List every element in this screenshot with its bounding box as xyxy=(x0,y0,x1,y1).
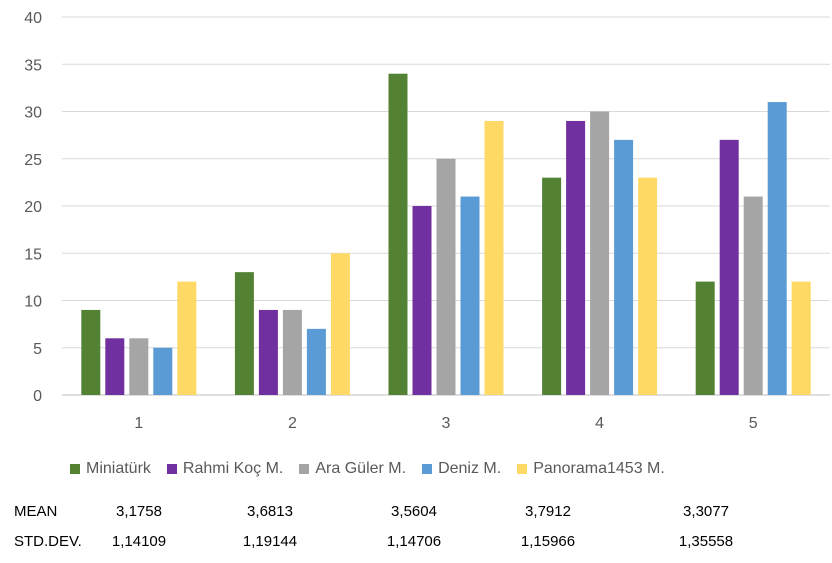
mean-label: MEAN xyxy=(14,503,58,520)
bar xyxy=(638,177,658,395)
legend-swatch xyxy=(517,464,528,474)
legend-label: Miniatürk xyxy=(86,460,151,477)
y-tick-label: 20 xyxy=(24,199,42,216)
legend: Miniatürk Rahmi Koç M. Ara Güler M. Deni… xyxy=(70,460,681,478)
bar xyxy=(791,281,811,395)
x-tick-label: 2 xyxy=(288,415,297,432)
bar xyxy=(695,281,715,395)
mean-value: 3,5604 xyxy=(391,503,437,520)
bar xyxy=(234,272,254,395)
y-tick-label: 30 xyxy=(24,105,42,122)
bar xyxy=(177,281,197,395)
stats-table: MEAN 3,1758 3,6813 3,5604 3,7912 3,3077 … xyxy=(0,503,832,563)
x-tick-label: 5 xyxy=(749,415,758,432)
std-dev-row: STD.DEV. 1,14109 1,19144 1,14706 1,15966… xyxy=(0,533,832,563)
mean-row: MEAN 3,1758 3,6813 3,5604 3,7912 3,3077 xyxy=(0,503,832,533)
legend-swatch xyxy=(299,464,310,474)
bar xyxy=(282,309,302,395)
legend-item-ara-guler: Ara Güler M. xyxy=(299,460,406,478)
legend-label: Ara Güler M. xyxy=(315,460,407,477)
legend-swatch xyxy=(166,464,177,474)
bar xyxy=(460,196,480,395)
std-dev-value: 1,19144 xyxy=(242,533,298,550)
bar xyxy=(330,253,350,395)
legend-item-rahmi-koc: Rahmi Koç M. xyxy=(166,460,284,478)
bar xyxy=(306,328,326,395)
bar xyxy=(412,206,432,395)
legend-swatch xyxy=(70,464,80,474)
bar xyxy=(743,196,763,395)
bar xyxy=(129,338,149,395)
legend-label: Panorama1453 M. xyxy=(533,460,665,477)
bar xyxy=(542,177,562,395)
y-tick-label: 10 xyxy=(24,294,42,311)
mean-value: 3,6813 xyxy=(247,503,293,520)
legend-label: Rahmi Koç M. xyxy=(182,460,284,477)
bar xyxy=(590,111,610,395)
bar xyxy=(436,158,456,395)
legend-item-deniz: Deniz M. xyxy=(422,460,501,478)
legend-item-miniaturk: Miniatürk xyxy=(70,460,151,478)
y-tick-label: 15 xyxy=(24,246,42,263)
bar xyxy=(614,139,634,395)
y-tick-label: 5 xyxy=(33,341,42,358)
legend-swatch xyxy=(422,464,433,474)
y-tick-label: 35 xyxy=(24,57,42,74)
std-dev-value: 1,15966 xyxy=(520,533,576,550)
bar xyxy=(258,309,278,395)
y-tick-label: 0 xyxy=(33,388,42,405)
std-dev-label: STD.DEV. xyxy=(14,533,82,550)
y-tick-label: 25 xyxy=(24,152,42,169)
x-tick-label: 3 xyxy=(442,415,451,432)
bar-chart: 0 5 10 15 20 25 30 35 40 1 2 3 4 5 xyxy=(24,10,830,432)
bar xyxy=(719,139,739,395)
bar xyxy=(484,120,504,395)
bar xyxy=(153,347,173,395)
bar xyxy=(81,309,101,395)
x-tick-label: 1 xyxy=(134,415,143,432)
mean-value: 3,7912 xyxy=(525,503,571,520)
std-dev-value: 1,35558 xyxy=(678,533,734,550)
bar xyxy=(105,338,125,395)
mean-value: 3,1758 xyxy=(116,503,162,520)
bar xyxy=(566,120,586,395)
legend-label: Deniz M. xyxy=(438,460,502,477)
std-dev-value: 1,14706 xyxy=(386,533,442,550)
x-tick-label: 4 xyxy=(595,415,604,432)
mean-value: 3,3077 xyxy=(683,503,729,520)
std-dev-value: 1,14109 xyxy=(111,533,167,550)
bar xyxy=(388,73,408,395)
bar xyxy=(767,102,787,396)
legend-item-panorama: Panorama1453 M. xyxy=(517,460,665,478)
y-tick-label: 40 xyxy=(24,10,42,27)
